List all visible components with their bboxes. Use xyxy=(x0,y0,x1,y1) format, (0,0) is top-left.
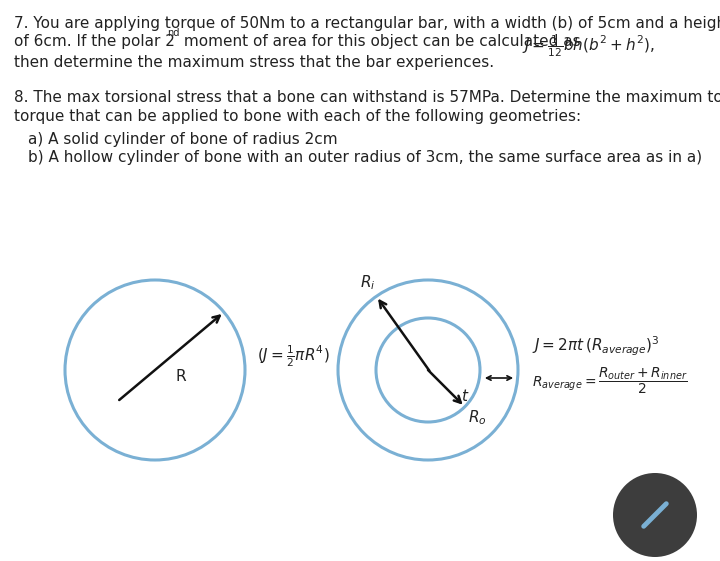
Text: $t$: $t$ xyxy=(461,388,469,404)
Text: 7. You are applying torque of 50Nm to a rectangular bar, with a width (b) of 5cm: 7. You are applying torque of 50Nm to a … xyxy=(14,16,720,31)
Text: nd: nd xyxy=(167,28,179,38)
Text: then determine the maximum stress that the bar experiences.: then determine the maximum stress that t… xyxy=(14,55,494,70)
Text: $(J = \frac{1}{2}\pi R^4)$: $(J = \frac{1}{2}\pi R^4)$ xyxy=(257,344,330,369)
Text: 8. The max torsional stress that a bone can withstand is 57MPa. Determine the ma: 8. The max torsional stress that a bone … xyxy=(14,90,720,105)
Circle shape xyxy=(613,473,697,557)
Text: $J = \frac{1}{12}bh(b^2 + h^2)$,: $J = \frac{1}{12}bh(b^2 + h^2)$, xyxy=(522,33,654,58)
Text: $R_{average} = \dfrac{R_{outer} + R_{inner}}{2}$: $R_{average} = \dfrac{R_{outer} + R_{inn… xyxy=(532,365,688,396)
Text: moment of area for this object can be calculated as: moment of area for this object can be ca… xyxy=(179,34,585,49)
Text: R: R xyxy=(176,369,186,384)
Text: b) A hollow cylinder of bone with an outer radius of 3cm, the same surface area : b) A hollow cylinder of bone with an out… xyxy=(28,150,702,165)
Text: $J = 2\pi t\,(R_{average})^3$: $J = 2\pi t\,(R_{average})^3$ xyxy=(532,335,660,358)
Text: $R_i$: $R_i$ xyxy=(361,274,376,292)
Text: a) A solid cylinder of bone of radius 2cm: a) A solid cylinder of bone of radius 2c… xyxy=(28,132,338,147)
Text: torque that can be applied to bone with each of the following geometries:: torque that can be applied to bone with … xyxy=(14,109,581,124)
Text: $R_o$: $R_o$ xyxy=(468,409,487,427)
Text: of 6cm. If the polar 2: of 6cm. If the polar 2 xyxy=(14,34,175,49)
